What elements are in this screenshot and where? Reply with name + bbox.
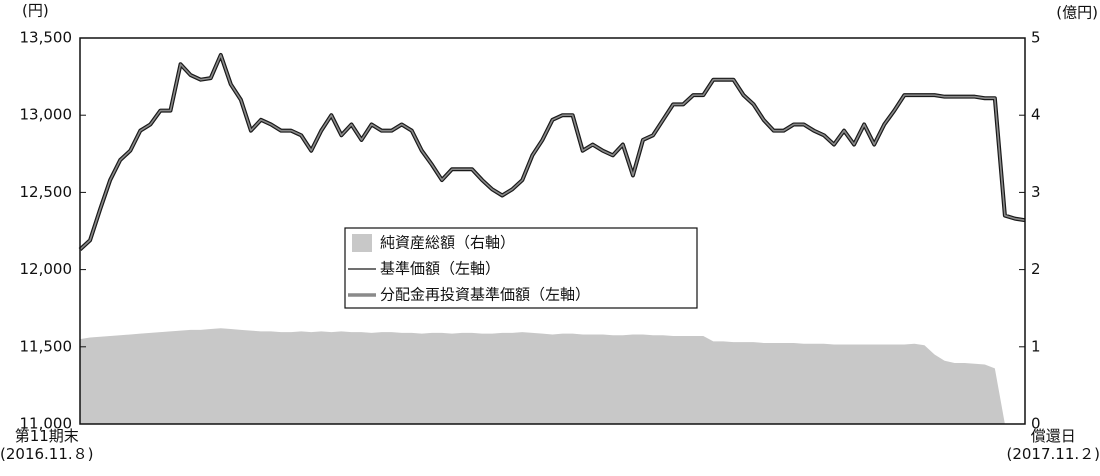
y-tick-label: 12,000 <box>20 260 73 278</box>
legend-label: 純資産総額（右軸） <box>380 234 515 252</box>
y-tick-label: 12,500 <box>20 183 73 201</box>
line <box>78 52 1026 251</box>
legend-swatch <box>352 234 372 252</box>
y-tick-label: 13,500 <box>20 29 73 47</box>
y2-tick-label: 3 <box>1031 183 1041 201</box>
y2-tick-label: 2 <box>1031 260 1041 278</box>
y-tick-label: 13,000 <box>20 106 73 124</box>
legend-label: 分配金再投資基準価額（左軸） <box>380 286 590 304</box>
y-tick-label: 11,500 <box>20 337 73 355</box>
y2-tick-label: 4 <box>1031 106 1041 124</box>
line <box>79 54 1026 251</box>
y-unit: (円) <box>22 2 49 20</box>
x-tick-label: 第11期末 (2016.11.８) <box>0 427 94 463</box>
y-tick-label: 11,000 <box>20 415 73 433</box>
plot-frame <box>79 37 1026 425</box>
legend-box <box>344 227 698 309</box>
y2-unit: (億円) <box>1056 4 1098 22</box>
area <box>80 328 1025 424</box>
y2-tick-label: 0 <box>1031 415 1041 433</box>
x-tick-label: 償還日 (2017.11.２) <box>1006 427 1100 463</box>
y2-tick-label: 5 <box>1031 29 1041 47</box>
y2-tick-label: 1 <box>1031 337 1041 355</box>
legend-label: 基準価額（左軸） <box>380 260 500 278</box>
legend: 純資産総額（右軸） 基準価額（左軸） 分配金再投資基準価額（左軸） <box>344 227 698 309</box>
